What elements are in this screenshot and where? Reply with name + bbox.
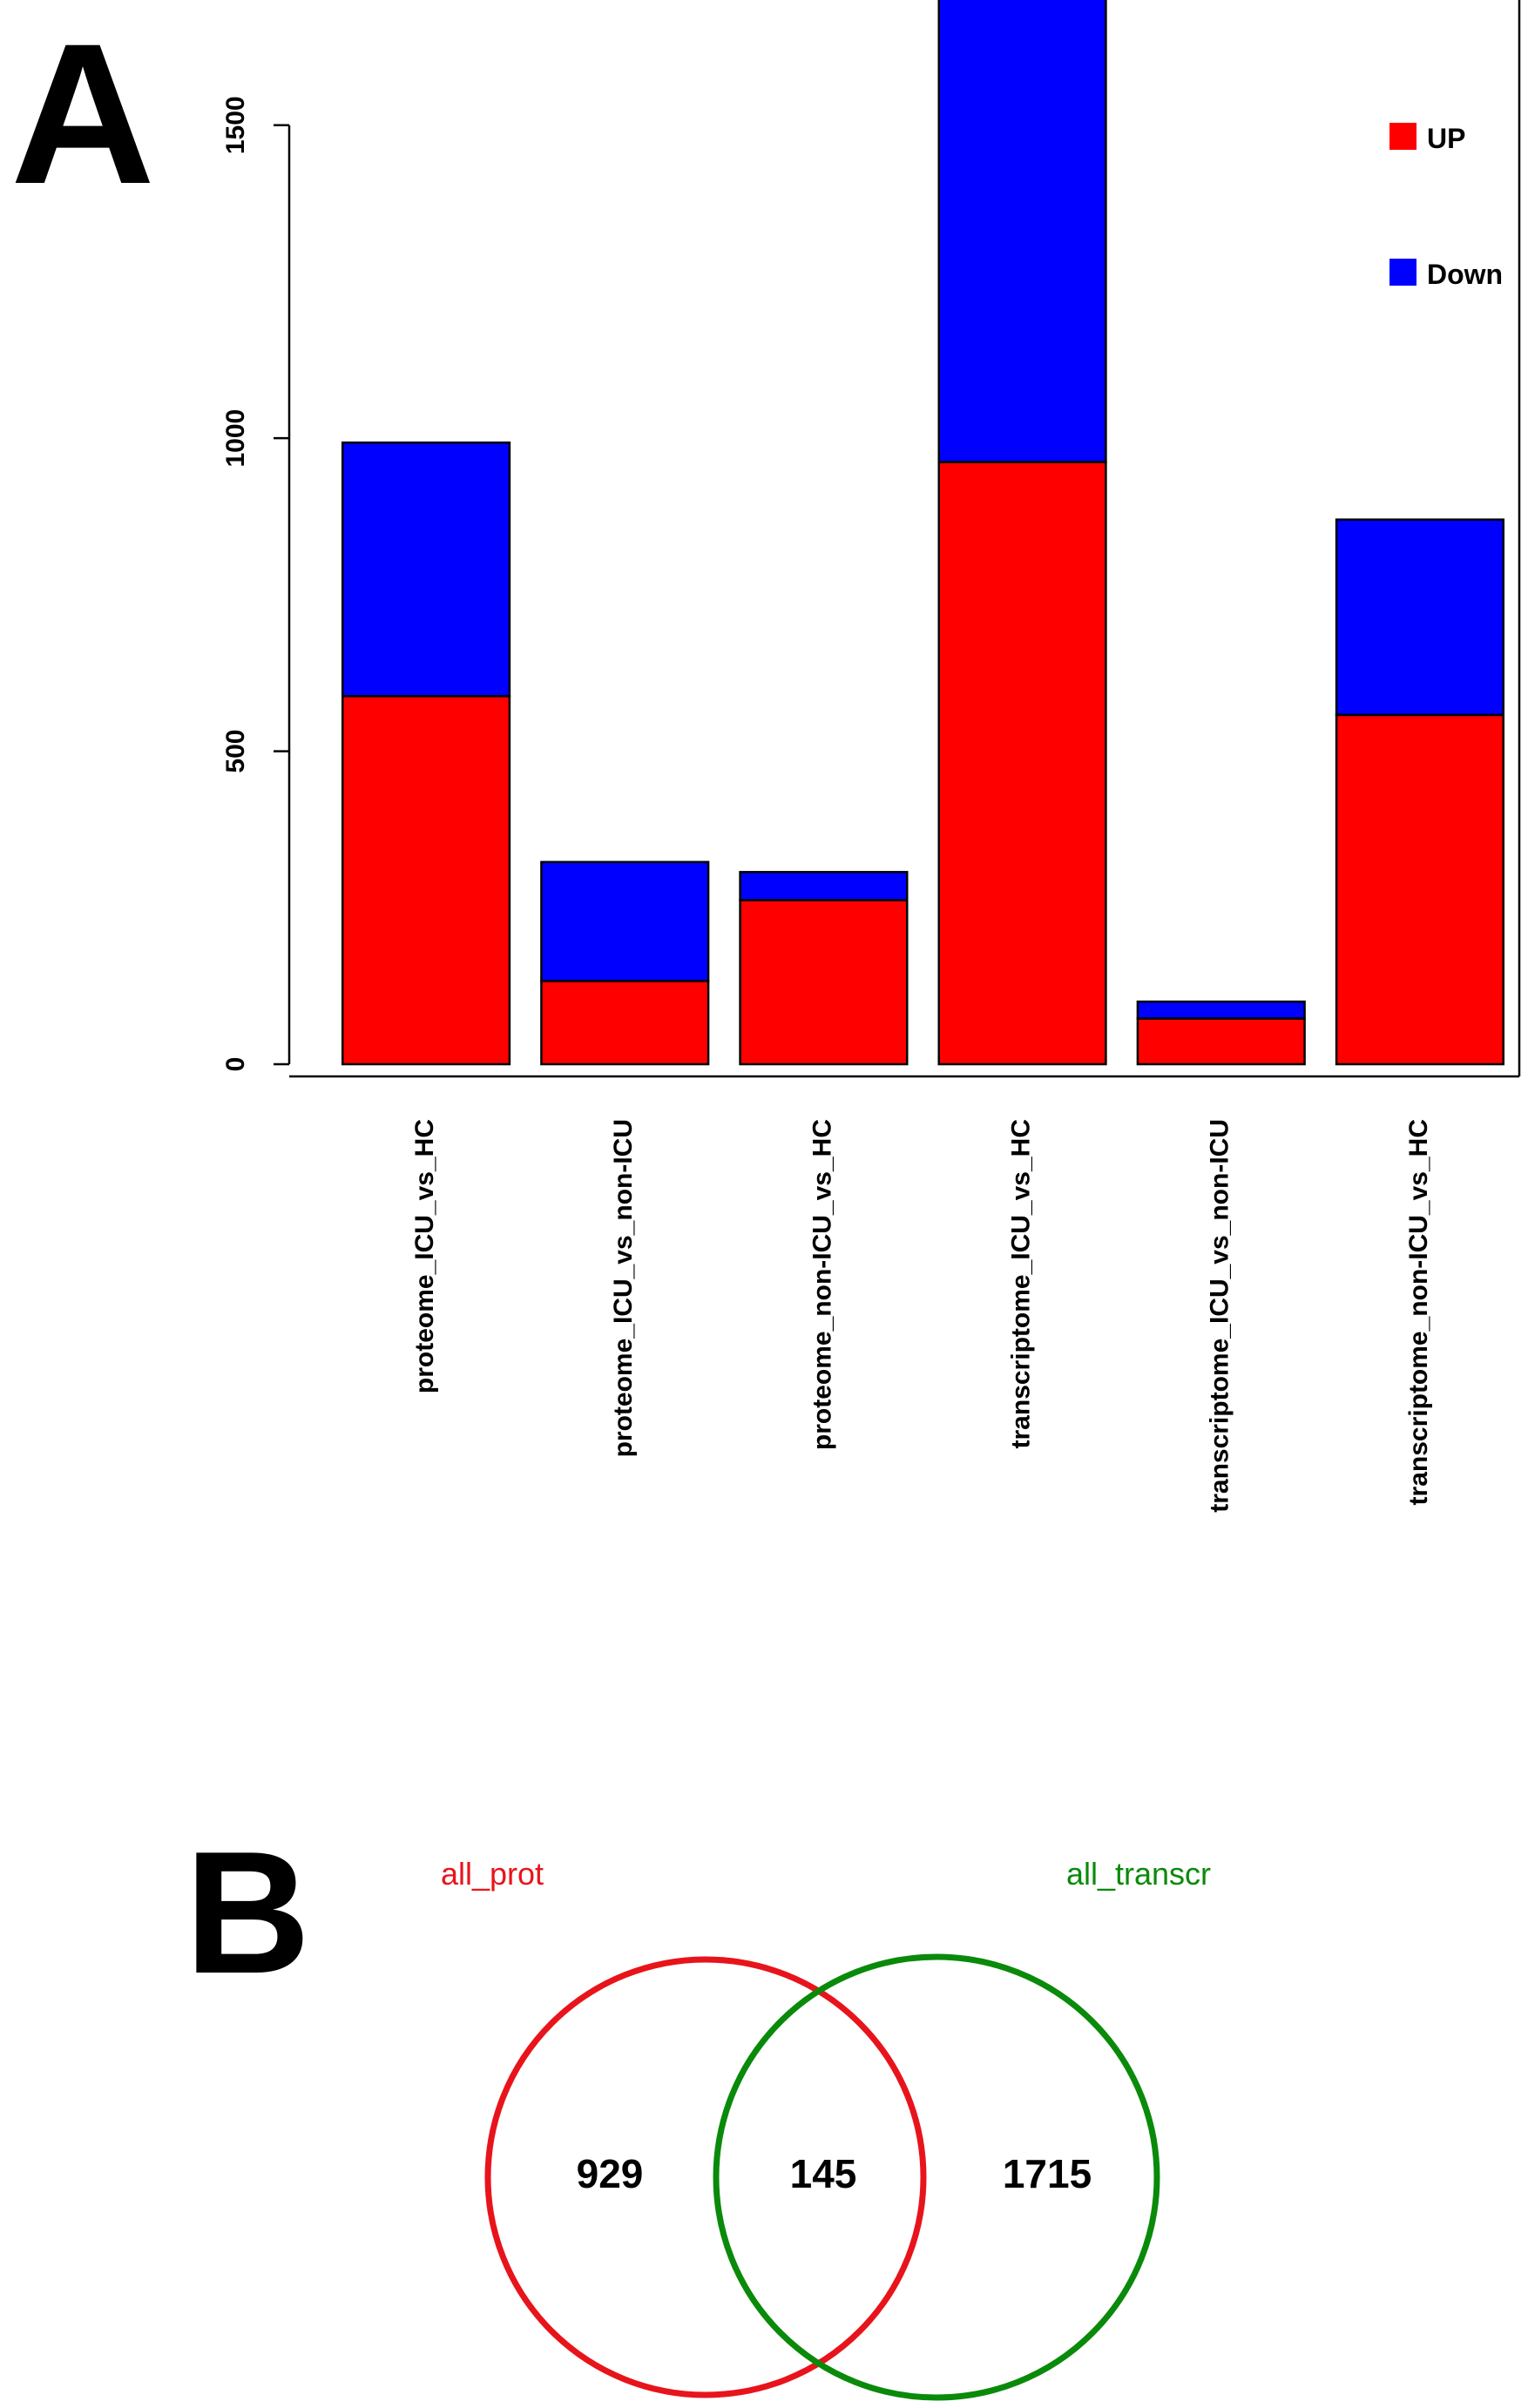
panel-b: B all_prot all_transcr 929 145 1715 <box>0 1785 1528 2404</box>
x-tick-label-0: proteome_ICU_vs_HC <box>410 1119 439 1393</box>
bar-up-5 <box>1335 713 1504 1066</box>
x-tick-label-2: proteome_non-ICU_vs_HC <box>808 1119 836 1450</box>
panel-label-b: B <box>185 1816 310 2010</box>
bar-up-1 <box>540 980 710 1066</box>
legend-swatch-up <box>1389 123 1416 150</box>
panel-a: A 0 500 1000 1500 UP Down proteome_ICU_vs_HC… <box>10 0 1521 1513</box>
bar-up-3 <box>937 461 1107 1066</box>
stacked-bar-chart: A 0 500 1000 1500 UP Down proteome_ICU_vs_HC… <box>10 0 1521 1513</box>
bar-down-4 <box>1136 1000 1306 1020</box>
y-tick-label-2: 1000 <box>221 409 250 468</box>
venn-count-only-all-transcr: 1715 <box>1003 2151 1092 2196</box>
venn-circle-all-transcr <box>713 1953 1160 2401</box>
x-tick-label-3: transcriptome_ICU_vs_HC <box>1007 1119 1036 1448</box>
y-tick-label-1: 500 <box>221 730 250 773</box>
venn-set-label-all-transcr: all_transcr <box>1066 1856 1211 1892</box>
bar-down-2 <box>739 871 909 901</box>
x-tick-label-5: transcriptome_non-ICU_vs_HC <box>1404 1119 1433 1505</box>
y-tick-label-3: 1500 <box>221 96 250 154</box>
bar-up-4 <box>1136 1017 1306 1066</box>
venn-diagram: B all_prot all_transcr 929 145 1715 <box>185 1816 1211 2401</box>
legend-swatch-down <box>1389 259 1416 286</box>
y-tick-label-0: 0 <box>221 1057 250 1072</box>
bar-down-0 <box>341 441 511 698</box>
venn-set-label-all-prot: all_prot <box>441 1856 544 1892</box>
bar-up-2 <box>739 899 909 1066</box>
bar-up-0 <box>341 695 511 1066</box>
legend-label-down: Down <box>1427 259 1503 290</box>
venn-circle-all-prot <box>484 1956 927 2398</box>
legend-label-up: UP <box>1427 123 1465 154</box>
x-tick-label-1: proteome_ICU_vs_non-ICU <box>609 1119 638 1457</box>
bar-down-3 <box>937 0 1107 463</box>
bar-down-5 <box>1335 518 1504 717</box>
x-tick-label-4: transcriptome_ICU_vs_non-ICU <box>1206 1119 1234 1513</box>
panel-label-a: A <box>10 2 155 226</box>
bar-down-1 <box>540 860 710 982</box>
venn-count-intersection: 145 <box>790 2151 857 2196</box>
venn-count-only-all-prot: 929 <box>577 2151 644 2196</box>
